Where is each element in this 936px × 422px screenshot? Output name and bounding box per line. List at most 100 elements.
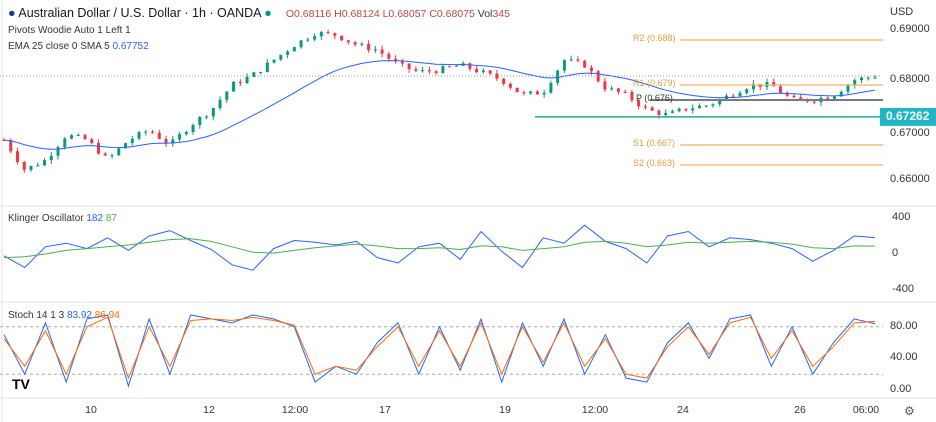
candle-body [360,43,364,45]
candle-body [191,124,195,133]
candle-body [272,59,276,63]
candle-body [326,32,330,34]
candle-body [711,104,715,106]
candle-body [346,40,350,43]
candle-body [171,139,175,144]
candle-body [576,59,580,61]
candle-body [313,36,317,40]
candle-body [421,70,425,72]
candle-body [630,91,634,101]
candle-body [63,138,67,148]
stoch-legend[interactable]: Stoch 14 1 3 83.92 86.94 [8,310,120,321]
candle-body [232,81,236,92]
candle-body [475,68,479,73]
candle-body [562,60,566,71]
candle-body [49,155,53,161]
stoch-tick: 0.00 [890,383,912,395]
candle-body [43,160,47,166]
candle-body [738,93,742,97]
candle-body [218,99,222,109]
stoch-tick: 40.00 [890,351,918,364]
pivot-label: P (0.676) [636,93,673,103]
flag-icon: ● [8,6,16,20]
candle-body [549,82,553,93]
candle-body [569,59,573,61]
candle-body [333,32,337,36]
pivot-label: R1 (0.679) [633,78,676,88]
time-tick: 24 [677,404,689,416]
time-tick: 17 [379,404,391,416]
stoch-tick: 80.00 [890,319,918,332]
candle-body [495,73,499,79]
candle-body [502,78,506,84]
candle-body [29,166,33,170]
candle-body [583,60,587,68]
candle-body [353,42,357,45]
candle-body [340,35,344,41]
candle-body [211,108,215,117]
candle-body [151,131,155,133]
candle-body [772,82,776,87]
candle-body [535,91,539,95]
candle-body [205,116,209,118]
time-tick: 06:00 [852,404,880,416]
ema-legend[interactable]: EMA 25 close 0 SMA 5 0.67752 [8,41,149,52]
candle-body [589,67,593,72]
pivots-legend[interactable]: Pivots Woodie Auto 1 Left 1 [8,25,131,36]
candle-body [515,87,519,93]
pivot-label: S2 (0.663) [633,158,676,168]
candle-body [178,134,182,140]
candle-body [90,139,94,144]
candle-body [677,108,681,112]
candle-body [103,153,107,156]
klinger-signal-line [3,238,876,259]
time-tick: 19 [499,404,511,416]
candle-body [603,81,607,90]
candle-body [319,32,323,37]
candle-body [637,100,641,107]
currency-label[interactable]: USD [890,6,914,18]
candle-body [778,86,782,93]
candle-body [387,53,391,59]
candle-body [522,92,526,94]
candle-body [9,140,13,152]
symbol-title[interactable]: ● Australian Dollar / U.S. Dollar · 1h ·… [8,6,272,20]
time-tick: 12 [203,404,215,416]
klinger-tick: -400 [892,283,915,295]
candle-body [56,147,60,156]
pivot-label: S1 (0.667) [633,138,676,148]
candle-body [198,116,202,125]
candle-body [832,96,836,99]
ema-line [3,60,876,150]
candle-body [16,151,20,163]
time-tick: 12:00 [581,404,609,416]
candle-body [373,49,377,51]
candle-body [785,92,789,96]
candle-body [508,83,512,88]
candle-body [434,71,438,74]
candle-body [826,97,830,99]
pivot-label: R2 (0.688) [633,33,676,43]
candle-body [799,97,803,99]
candle-body [130,138,134,144]
candle-body [643,106,647,108]
candle-body [299,40,303,48]
candle-body [657,110,661,116]
candle-body [664,113,668,116]
candle-body [252,72,256,77]
candle-body [286,51,290,55]
candle-body [670,111,674,114]
candle-body [610,88,614,90]
last-price-tag [880,107,936,126]
candle-body [407,63,411,70]
klinger-legend[interactable]: Klinger Oscillator 182 87 [8,213,117,224]
klinger-line [3,224,876,271]
settings-gear-icon[interactable]: ⚙ [904,404,915,418]
candle-body [691,108,695,111]
candle-body [792,95,796,98]
candle-body [623,91,627,93]
candle-body [117,148,121,156]
candle-body [616,88,620,92]
candle-body [22,162,26,170]
